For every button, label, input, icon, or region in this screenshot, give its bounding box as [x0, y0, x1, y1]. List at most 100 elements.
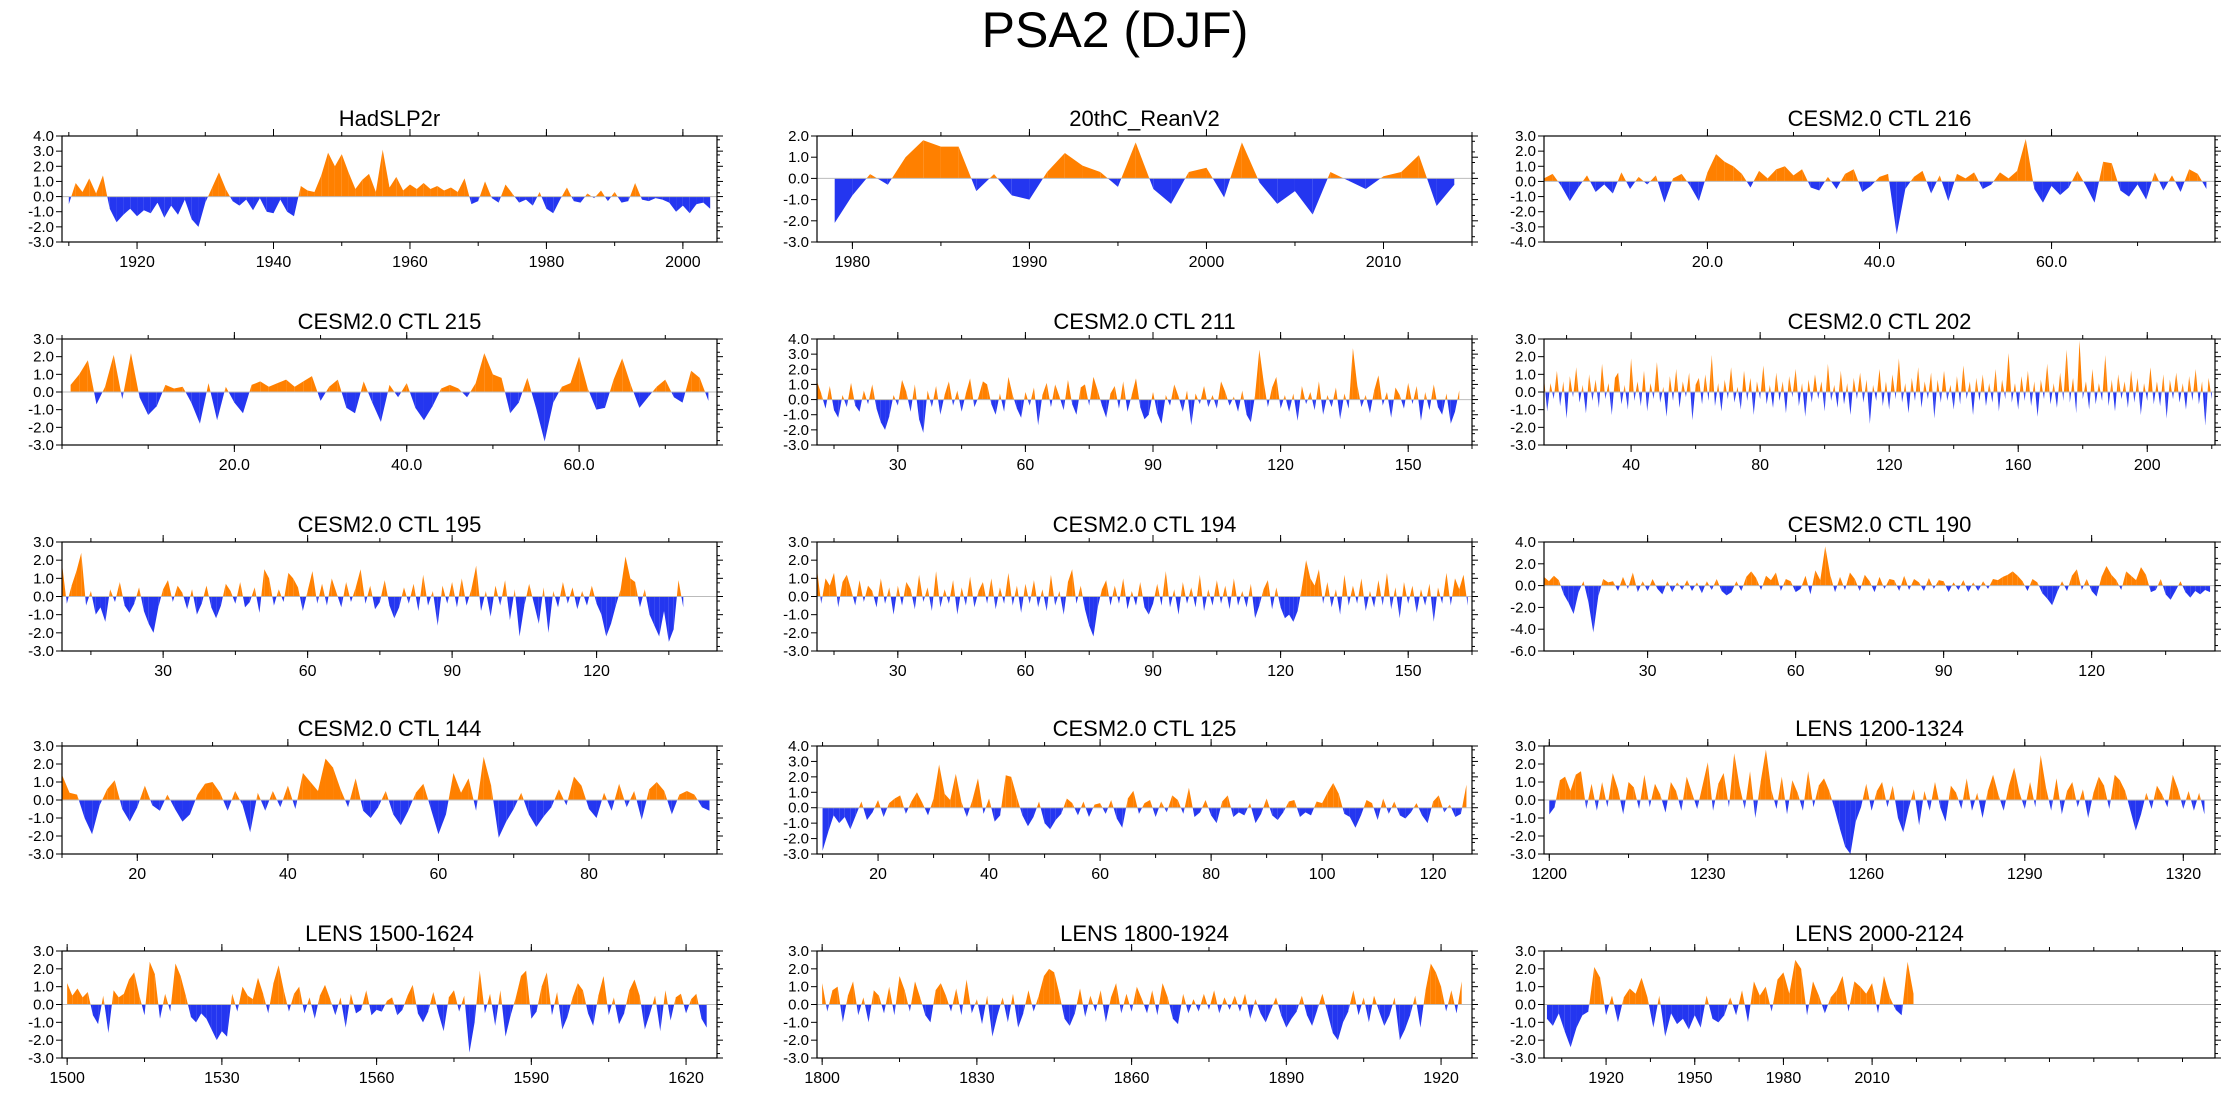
positive-area	[513, 589, 515, 597]
negative-area	[2059, 800, 2062, 815]
negative-area	[1202, 596, 1205, 612]
positive-area	[1141, 999, 1144, 1005]
positive-area	[423, 783, 429, 800]
negative-area	[655, 196, 663, 200]
positive-area	[939, 764, 945, 808]
negative-area	[550, 1004, 552, 1016]
positive-area	[1987, 774, 1994, 800]
negative-area	[1984, 392, 1986, 407]
negative-area	[1252, 596, 1256, 619]
positive-area	[1667, 581, 1670, 586]
negative-area	[607, 196, 612, 202]
negative-area	[1810, 585, 1813, 595]
negative-area	[1721, 392, 1724, 412]
positive-area	[2168, 175, 2172, 182]
negative-area	[418, 596, 421, 612]
negative-area	[1060, 596, 1064, 615]
positive-area	[1447, 804, 1450, 808]
positive-area	[431, 591, 433, 597]
negative-area	[697, 800, 702, 808]
negative-area	[1297, 596, 1301, 612]
negative-area	[1946, 392, 1948, 401]
negative-area	[1087, 399, 1090, 406]
negative-area	[1765, 392, 1767, 405]
negative-area	[1426, 399, 1430, 411]
positive-area	[2162, 794, 2165, 800]
positive-area	[1123, 993, 1127, 1005]
positive-area	[1276, 997, 1279, 1005]
positive-area	[822, 578, 826, 597]
negative-area	[1305, 399, 1307, 405]
positive-area	[2092, 369, 2095, 392]
positive-area	[1718, 773, 1724, 800]
positive-area	[2005, 353, 2009, 392]
negative-area	[594, 596, 597, 604]
negative-area	[363, 800, 371, 818]
positive-area	[278, 589, 282, 597]
positive-area	[495, 585, 499, 597]
positive-area	[1380, 176, 1384, 179]
negative-area	[360, 800, 364, 811]
positive-area	[1372, 995, 1375, 1005]
positive-area	[498, 990, 501, 1005]
positive-area	[985, 798, 990, 808]
positive-area	[1184, 787, 1189, 808]
positive-area	[1334, 589, 1336, 597]
negative-area	[866, 807, 873, 821]
positive-area	[501, 377, 505, 392]
negative-area	[1896, 181, 1906, 235]
y-tick-label: 2.0	[788, 361, 809, 378]
positive-area	[2145, 574, 2150, 586]
positive-area	[953, 580, 956, 597]
x-tick-label: 30	[889, 457, 907, 474]
positive-area	[1840, 173, 1846, 182]
positive-area	[1363, 997, 1366, 1005]
negative-area	[1355, 807, 1361, 828]
negative-area	[1874, 585, 1877, 593]
positive-area	[328, 152, 335, 197]
negative-area	[1902, 392, 1904, 403]
positive-area	[526, 583, 530, 597]
negative-area	[1238, 596, 1241, 606]
negative-area	[988, 1004, 993, 1037]
x-tick-label: 200	[2134, 457, 2161, 474]
negative-area	[1125, 399, 1128, 412]
negative-area	[1903, 800, 1909, 833]
positive-area	[254, 587, 257, 597]
negative-area	[846, 399, 849, 408]
negative-area	[1247, 1004, 1251, 1019]
negative-area	[566, 596, 568, 604]
positive-area	[817, 569, 821, 597]
positive-area	[471, 565, 477, 597]
negative-area	[1161, 596, 1163, 606]
positive-area	[601, 792, 605, 800]
negative-area	[1657, 585, 1663, 595]
negative-area	[491, 1004, 496, 1026]
negative-area	[433, 596, 438, 626]
negative-area	[249, 596, 252, 602]
y-tick-label: 2.0	[1515, 556, 1536, 573]
negative-area	[2127, 800, 2131, 811]
negative-area	[532, 596, 534, 604]
positive-area	[1907, 961, 1914, 1005]
negative-area	[196, 1004, 202, 1023]
positive-area	[1393, 387, 1396, 400]
negative-area	[1836, 181, 1841, 189]
positive-area	[113, 990, 119, 1005]
positive-area	[192, 589, 194, 597]
positive-area	[2008, 767, 2015, 800]
positive-area	[1222, 795, 1228, 808]
negative-area	[608, 1004, 612, 1016]
negative-area	[1328, 399, 1332, 408]
positive-area	[936, 571, 940, 597]
negative-area	[863, 807, 867, 821]
positive-area	[1459, 574, 1464, 597]
negative-area	[199, 392, 207, 424]
negative-area	[1185, 596, 1188, 604]
positive-area	[412, 792, 416, 800]
positive-area	[470, 383, 476, 392]
positive-area	[1654, 361, 1657, 392]
negative-area	[1299, 807, 1306, 817]
positive-area	[656, 379, 666, 392]
negative-area	[92, 1004, 99, 1025]
